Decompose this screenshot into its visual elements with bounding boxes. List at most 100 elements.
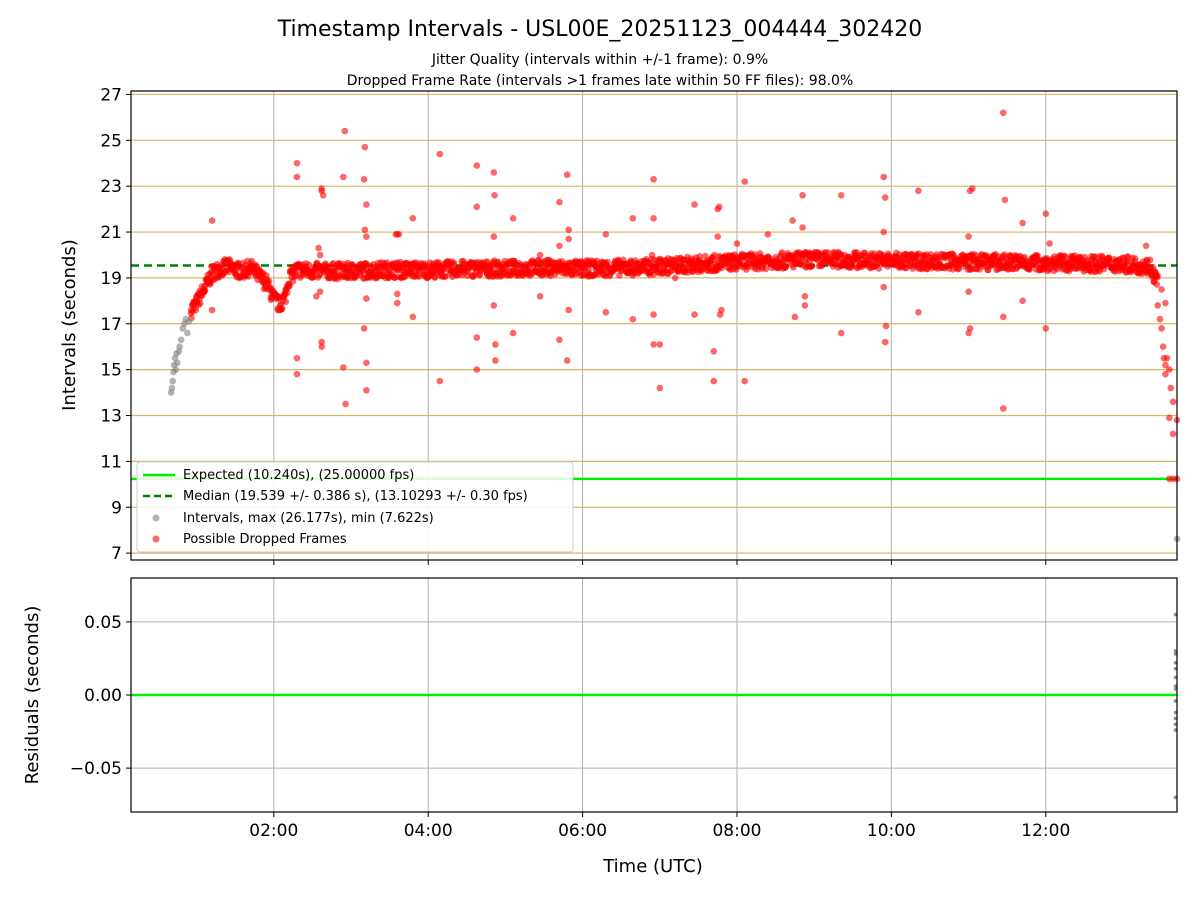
dropped-frame-point	[361, 226, 369, 234]
interval-point	[176, 343, 183, 351]
residual-point	[1173, 652, 1178, 656]
dropped-frame-point	[305, 261, 313, 269]
dropped-frame-point	[315, 244, 322, 252]
dropped-frame-point	[361, 143, 369, 151]
dropped-frame-point	[509, 215, 517, 222]
dropped-frame-point	[1019, 297, 1026, 305]
y-axis-label-residuals: Residuals (seconds)	[22, 606, 43, 785]
dropped-frame-point	[1000, 405, 1007, 412]
dropped-frame-point	[650, 215, 657, 222]
dropped-frame-point	[880, 283, 887, 291]
dropped-frame-point	[1158, 286, 1165, 293]
dropped-frame-point	[201, 288, 208, 296]
dropped-frame-point	[394, 290, 401, 298]
dropped-frame-point	[602, 231, 610, 238]
dropped-frame-point	[762, 265, 770, 273]
dropped-frame-point	[1154, 272, 1161, 279]
dropped-frame-point	[293, 173, 301, 181]
residual-point	[1173, 666, 1178, 671]
dropped-frame-point	[318, 343, 326, 351]
legend-dropped-label: Possible Dropped Frames	[183, 532, 347, 547]
dropped-frame-point	[1169, 398, 1177, 406]
dropped-frame-point	[265, 278, 273, 285]
dropped-frame-point	[1146, 256, 1154, 264]
dropped-frame-point	[969, 185, 976, 192]
y-tick-label: 7	[111, 544, 122, 564]
dropped-frame-point	[536, 251, 544, 259]
y-tick-label: 19	[100, 269, 122, 289]
dropped-frame-point	[808, 263, 815, 270]
dropped-frame-point	[656, 384, 664, 392]
dropped-frame-point	[283, 289, 291, 297]
dropped-frame-point	[293, 354, 301, 362]
dropped-frame-point	[492, 341, 499, 348]
residuals-panel: 02:00 04:00 06:00 08:00 10:00 12:00 0.05 0.00 −0…	[70, 577, 1178, 841]
dropped-frame-point	[1158, 325, 1165, 332]
dropped-frame-point	[782, 263, 789, 270]
dropped-frame-point	[629, 315, 637, 323]
residual-point	[1173, 728, 1178, 732]
interval-point	[169, 377, 176, 385]
dropped-frame-point	[880, 228, 887, 236]
y-tick-label: −0.05	[70, 759, 122, 779]
dropped-frame-point	[473, 162, 481, 169]
dropped-frame-point	[319, 192, 327, 199]
dropped-frame-point	[1156, 315, 1164, 323]
dropped-frame-point	[292, 272, 299, 280]
y-tick-label: 21	[100, 223, 122, 243]
dropped-frame-point	[764, 231, 772, 238]
dropped-frame-point	[1154, 302, 1161, 309]
residual-point	[1173, 649, 1178, 653]
dropped-frame-point	[1042, 210, 1050, 217]
y-tick-label: 11	[100, 452, 122, 472]
dropped-frame-point	[363, 201, 370, 208]
dropped-frame-point	[733, 240, 741, 247]
dropped-frame-point	[395, 231, 403, 238]
dropped-frame-point	[710, 348, 718, 355]
dropped-frame-point	[1166, 414, 1173, 422]
dropped-frame-point	[801, 302, 809, 309]
dropped-frame-point	[491, 192, 498, 199]
dropped-frame-point	[1167, 384, 1175, 392]
dropped-frame-point	[556, 198, 563, 206]
dropped-frame-point	[671, 274, 679, 282]
dropped-frame-point	[714, 233, 721, 240]
residual-point	[1173, 722, 1178, 727]
dropped-frame-point	[450, 259, 458, 267]
dropped-frame-point	[741, 377, 748, 385]
interval-point	[174, 359, 181, 367]
dropped-frame-point	[1166, 366, 1173, 373]
dropped-frame-point	[343, 274, 351, 282]
chart-subtitle-dropped: Dropped Frame Rate (intervals >1 frames …	[347, 73, 854, 89]
dropped-frame-point	[1123, 259, 1131, 266]
interval-point	[184, 329, 191, 337]
dropped-frame-point	[363, 233, 370, 240]
dropped-frame-point	[650, 311, 657, 318]
x-tick-label: 06:00	[558, 821, 607, 841]
dropped-frame-point	[881, 338, 889, 346]
dropped-frame-point	[1042, 325, 1050, 332]
dropped-frame-point	[656, 341, 664, 348]
dropped-frame-point	[293, 370, 301, 378]
dropped-frame-point	[313, 293, 320, 300]
y-tick-label: 13	[100, 407, 122, 427]
dropped-frame-point	[409, 215, 417, 222]
dropped-frame-point	[360, 325, 368, 332]
residual-point	[1173, 675, 1178, 680]
dropped-frame-point	[789, 217, 796, 224]
y-tick-label: 0.00	[84, 686, 122, 706]
legend-median-label: Median (19.539 +/- 0.386 s), (13.10293 +…	[183, 489, 528, 504]
dropped-frame-point	[650, 341, 657, 348]
dropped-frame-point	[875, 265, 883, 272]
dropped-frame-point	[208, 217, 216, 224]
dropped-frame-point	[565, 235, 572, 243]
dropped-frame-point	[536, 293, 544, 300]
dropped-frame-point	[473, 334, 481, 341]
dropped-frame-point	[563, 357, 571, 364]
dropped-frame-point	[409, 313, 417, 321]
dropped-frame-point	[648, 251, 656, 259]
dropped-frame-point	[1000, 109, 1007, 117]
residual-point	[1173, 612, 1178, 617]
dropped-frame-point	[629, 215, 637, 222]
dropped-frame-point	[1159, 343, 1167, 351]
